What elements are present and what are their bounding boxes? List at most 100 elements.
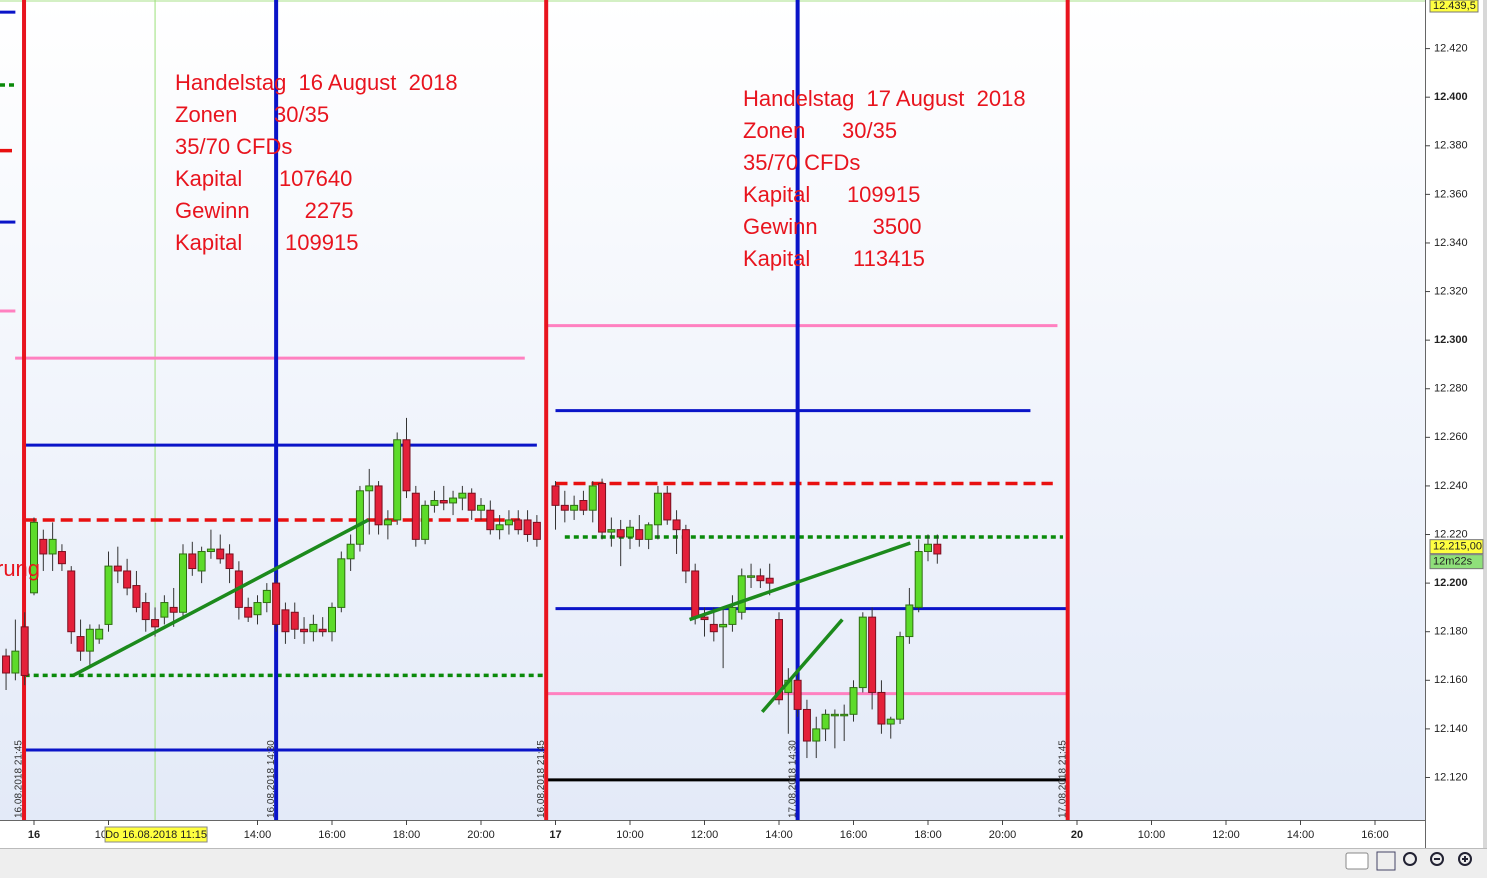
zoom-out-button[interactable] — [1430, 852, 1444, 866]
candle-body — [663, 492, 672, 521]
annotation-line: 35/70 CFDs — [175, 134, 292, 159]
session-label: 16.08.2018 14:30 — [266, 740, 277, 818]
toolbar — [0, 848, 1487, 878]
settings-button[interactable] — [1376, 851, 1396, 871]
x-axis: 16 10:00 14:00 16:00 18:00 20:00 17 10:00 12:00 1… — [28, 820, 1389, 843]
x-tick-label: 18:00 — [393, 829, 421, 841]
candle-body — [421, 504, 430, 540]
y-tick-label: 12.180 — [1434, 626, 1468, 638]
toolbar-icons — [1345, 851, 1472, 871]
x-tick-label: 12:00 — [691, 829, 719, 841]
session-label: 16.08.2018 21:45 — [14, 740, 25, 818]
x-tick-label: 14:00 — [765, 829, 793, 841]
x-tick-label: 16 — [28, 829, 40, 841]
x-tick-label: 10:00 — [1138, 829, 1166, 841]
candle-body — [868, 616, 877, 693]
candle-body — [216, 548, 225, 560]
candle-body — [104, 565, 113, 625]
y-axis-panel — [1425, 0, 1487, 848]
candle-body — [281, 609, 290, 633]
candle-body — [532, 521, 541, 540]
annotation-line: Kapital 107640 — [175, 166, 352, 191]
cursor-label: Do 16.08.2018 11:15 — [105, 829, 207, 841]
annotation-line: Kapital 113415 — [743, 246, 925, 271]
candle-body — [607, 529, 616, 533]
candle-body — [225, 553, 234, 570]
top-price-box — [1429, 0, 1479, 13]
candle-body — [821, 713, 830, 730]
candle-body — [327, 606, 336, 633]
candle-body — [923, 543, 932, 553]
current-price-label: 12.215,00 — [1433, 541, 1482, 553]
scroll-edge — [1483, 0, 1487, 848]
candle-body — [197, 551, 206, 572]
y-tick-label: 12.260 — [1434, 431, 1468, 443]
y-tick-label: 12.160 — [1434, 674, 1468, 686]
candle-body — [644, 524, 653, 540]
candle-body — [253, 602, 262, 616]
x-tick-label: 16:00 — [1361, 829, 1389, 841]
candle-body — [905, 604, 914, 638]
candle-body — [393, 439, 402, 521]
candle-body — [290, 611, 299, 630]
candle-body — [178, 553, 187, 613]
session-label: 16.08.2018 21:45 — [536, 740, 547, 818]
y-tick-label: 12.200 — [1434, 577, 1468, 589]
candle-body — [653, 492, 662, 526]
candle-body — [262, 589, 271, 604]
candle-body — [625, 526, 634, 538]
candle-body — [756, 575, 765, 582]
x-tick-label: 20:00 — [989, 829, 1017, 841]
candle-body — [57, 551, 66, 565]
x-tick-label: 14:00 — [1287, 829, 1315, 841]
candle-body — [467, 492, 476, 511]
y-tick-label: 12.380 — [1434, 140, 1468, 152]
y-tick-label: 12.240 — [1434, 480, 1468, 492]
annotation-line: Kapital 109915 — [743, 182, 920, 207]
trend-line — [72, 518, 370, 677]
candle-body — [29, 521, 38, 594]
candle-body — [728, 606, 737, 625]
candle-body — [132, 585, 141, 608]
candle-body — [700, 616, 709, 621]
trend-line — [760, 618, 844, 714]
plot: 16.08.2018 21:45 16.08.2018 14:30 16.08.20… — [0, 0, 1070, 820]
y-tick-label: 12.420 — [1434, 42, 1468, 54]
candle-body — [76, 636, 85, 652]
candle-body — [849, 687, 858, 715]
y-tick-label: 12.360 — [1434, 188, 1468, 200]
scroll-button[interactable] — [1345, 852, 1369, 870]
candle-body — [365, 485, 374, 492]
current-price-box — [1429, 539, 1484, 555]
candle-body — [449, 497, 458, 504]
candle-body — [20, 626, 29, 676]
candle-body — [570, 504, 579, 511]
session-label: 17.08.2018 21:45 — [1057, 740, 1068, 818]
zoom-in-button[interactable] — [1458, 852, 1472, 866]
candle-body — [495, 524, 504, 531]
candle-body — [802, 708, 811, 742]
candle-body — [206, 548, 215, 553]
candle-body — [2, 655, 11, 674]
candle-body — [765, 577, 774, 584]
countdown-box — [1429, 554, 1484, 570]
candle-body — [886, 718, 895, 725]
candle-body — [244, 606, 253, 618]
y-tick-label: 12.300 — [1434, 334, 1468, 346]
y-tick-label: 12.280 — [1434, 383, 1468, 395]
x-tick-label: 16:00 — [840, 829, 868, 841]
candle-body — [681, 529, 690, 572]
candle-body — [383, 519, 392, 526]
zoom-fit-button[interactable] — [1403, 852, 1417, 866]
candle-body — [337, 558, 346, 608]
candle-body — [616, 529, 625, 538]
x-tick-label: 18:00 — [914, 829, 942, 841]
trend-line — [689, 541, 911, 622]
x-tick-label: 20:00 — [467, 829, 495, 841]
candle-body — [914, 551, 923, 608]
x-tick-label: 12:00 — [1212, 829, 1240, 841]
candle-body — [476, 504, 485, 511]
candle-body — [95, 628, 104, 640]
x-tick-label: 17 — [549, 829, 561, 841]
candle-body — [747, 575, 756, 578]
